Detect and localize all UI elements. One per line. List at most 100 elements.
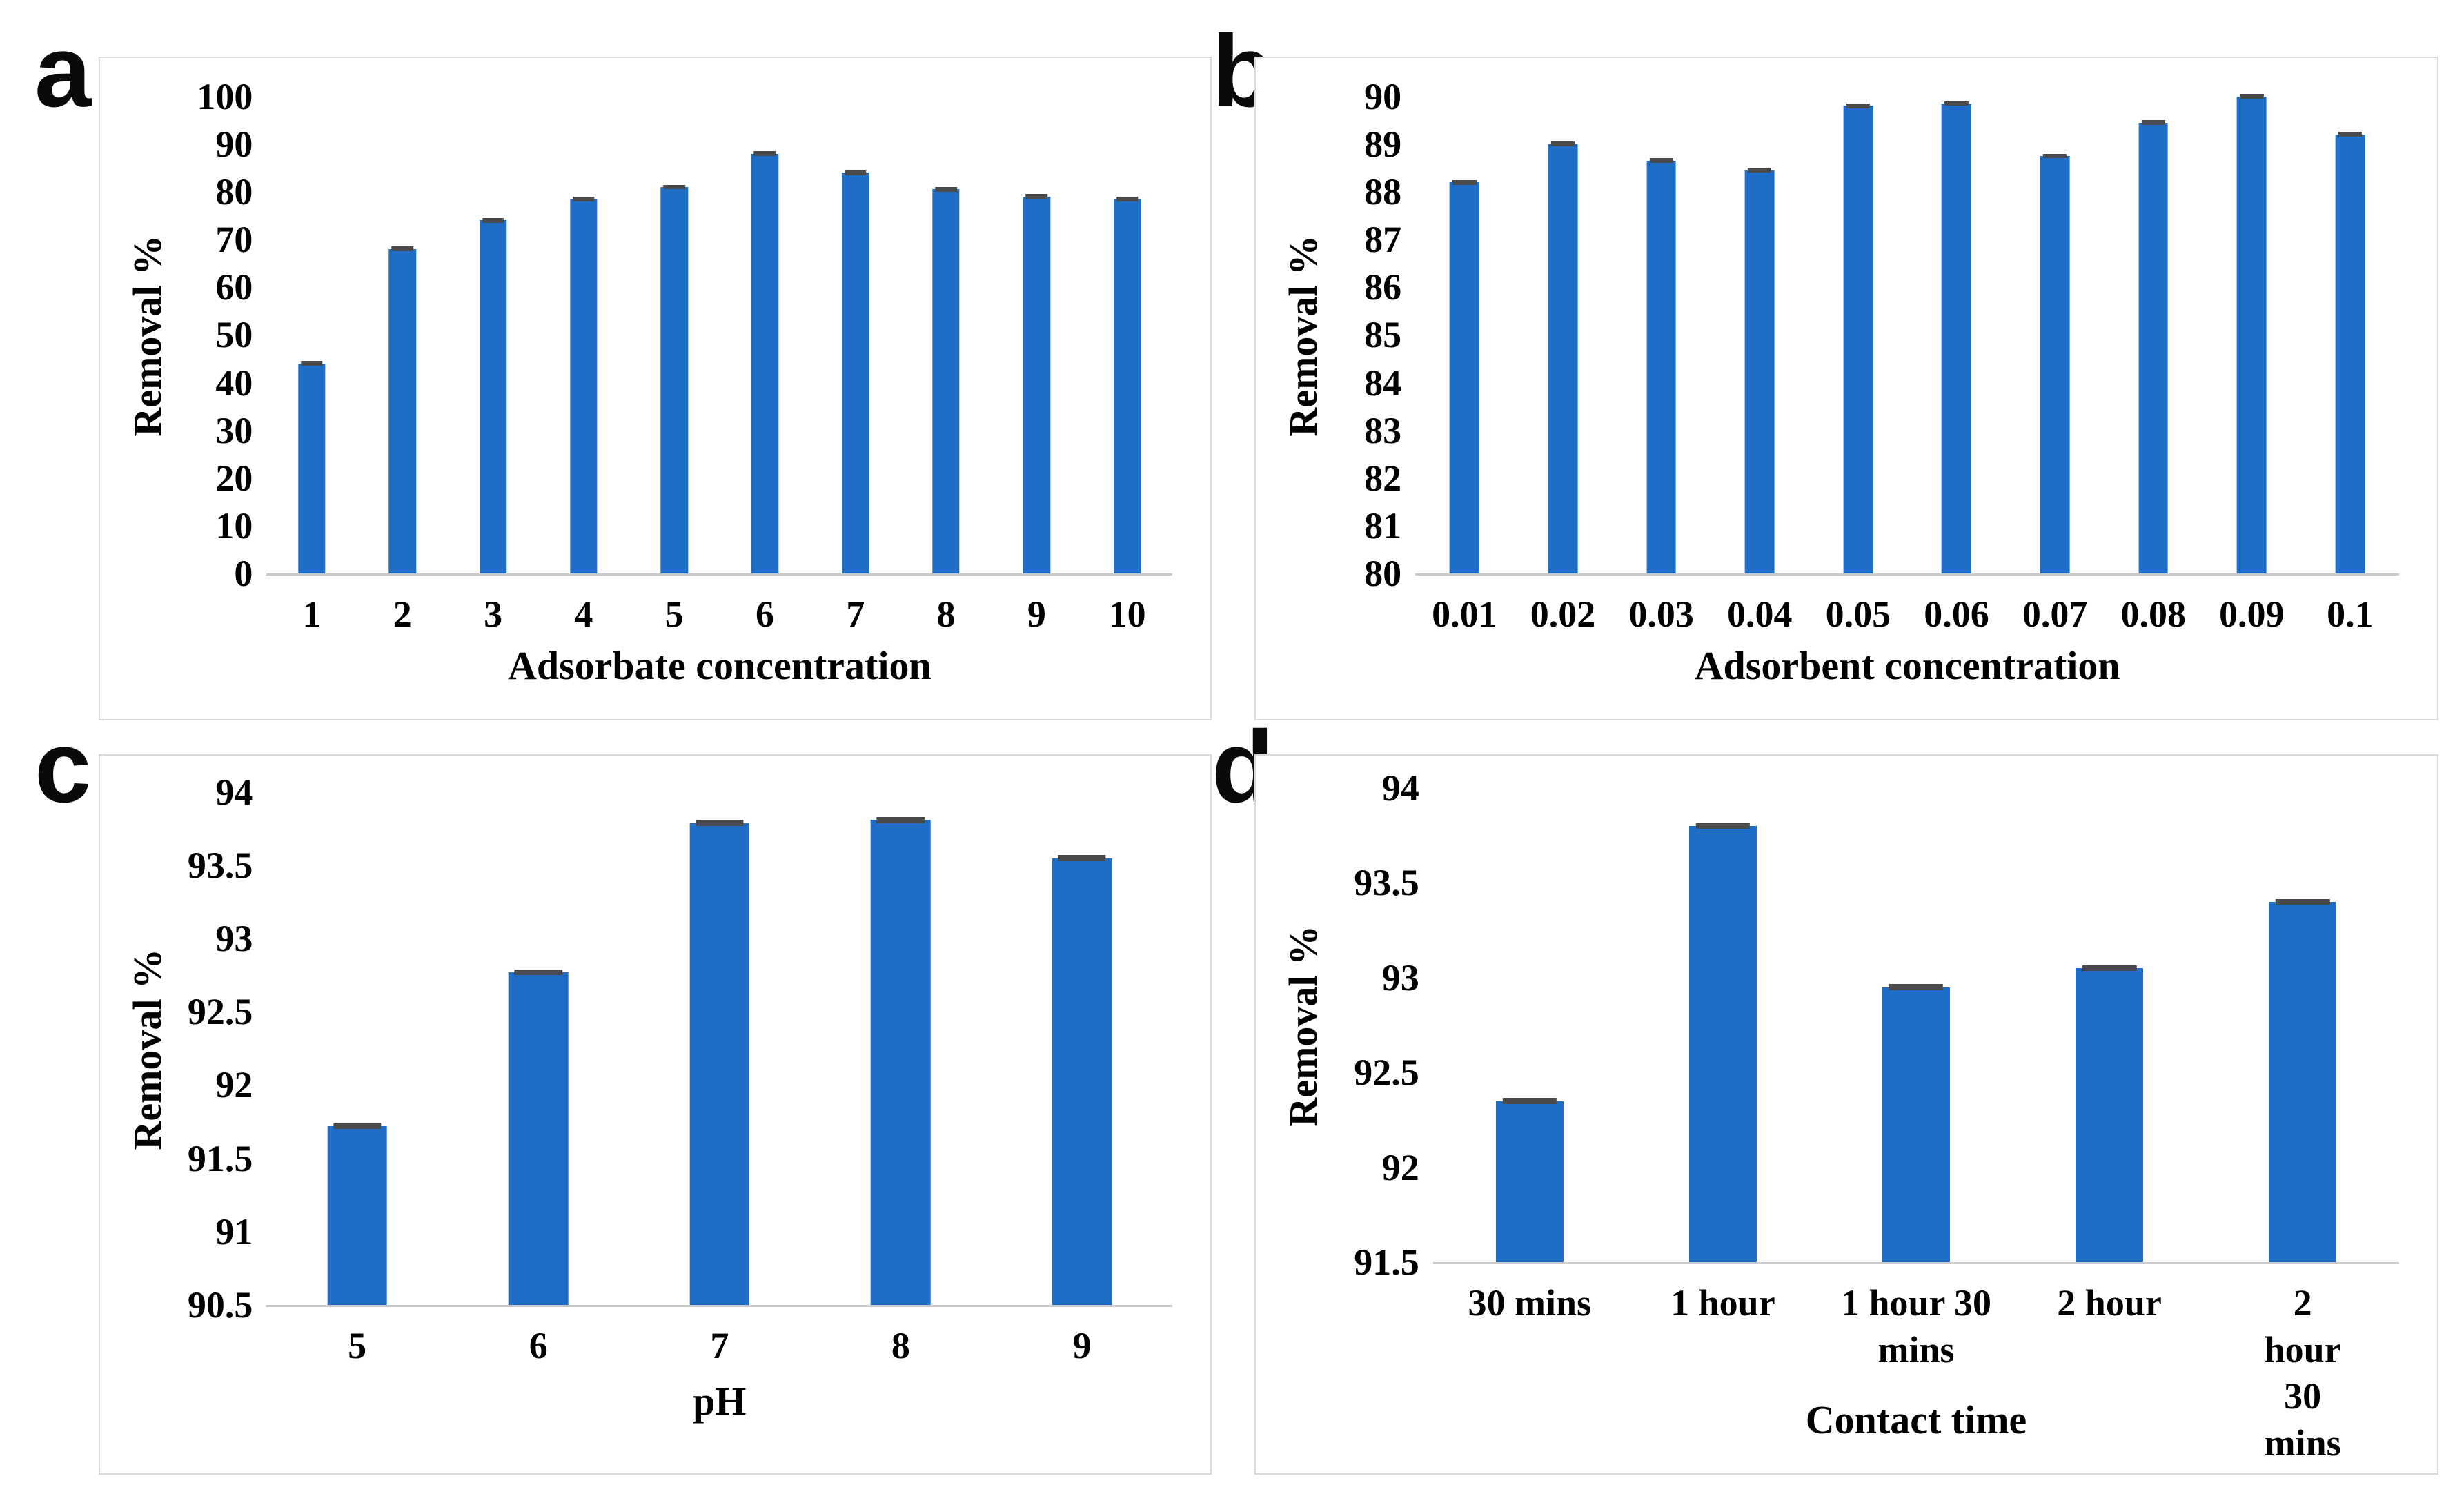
bar (871, 820, 931, 1305)
error-bar-cap (1550, 141, 1575, 147)
x-axis-title: Adsorbate concentration (507, 642, 932, 688)
x-axis-title: Adsorbent concentration (1694, 642, 2120, 688)
bar (327, 1125, 387, 1305)
y-tick-label: 90 (1364, 75, 1402, 117)
x-tick-label: 9 (1027, 593, 1046, 636)
y-axis-title: Removal % (124, 235, 170, 437)
error-bar-cap (482, 217, 504, 223)
x-tick-label: 3 (484, 593, 503, 636)
error-bar-cap (1748, 168, 1772, 173)
bar (1744, 170, 1775, 574)
y-tick-label: 100 (197, 75, 253, 117)
x-tick-label: 0.05 (1825, 593, 1891, 636)
y-tick-label: 20 (215, 457, 253, 499)
y-tick-label: 70 (215, 219, 253, 261)
x-tick-label: 2 hour (2057, 1282, 2162, 1324)
plot-area-d: 91.5 92 92.5 93 93.5 94 30 mins 1 hour 1 hour 30… (1354, 767, 2400, 1464)
error-bar-cap (1695, 823, 1751, 829)
error-bar-cap (333, 1123, 382, 1130)
y-tick-label: 0 (234, 553, 253, 595)
y-tick-label: 50 (215, 314, 253, 356)
plot-area-b: 80 81 82 83 84 85 86 87 88 89 90 0.01 0.02 0.03 0.04 0.… (1364, 76, 2400, 635)
x-tick-label: 0.08 (2120, 593, 2186, 636)
bar (2335, 134, 2365, 574)
y-tick-label: 40 (215, 362, 253, 404)
y-axis-title-wrap: Removal % (106, 97, 188, 576)
error-bar-cap (876, 817, 925, 823)
plot-area-c: 90.5 91 91.5 92 92.5 93 93.5 94 5 6 7 8 9 (188, 771, 1173, 1366)
error-bar-cap (573, 196, 595, 201)
bar (2076, 968, 2144, 1263)
x-tick-label: 5 (664, 593, 684, 636)
x-tick-label: 6 (529, 1324, 548, 1366)
bar (1942, 103, 1971, 574)
y-tick-label: 82 (1364, 457, 1402, 499)
y-axis-title: Removal % (1281, 925, 1326, 1127)
bar (1843, 106, 1873, 574)
error-bar-cap (1889, 984, 1944, 990)
x-tick-label: 8 (891, 1324, 910, 1366)
error-bar-cap (1649, 158, 1673, 164)
y-tick-label: 81 (1364, 504, 1402, 547)
y-tick-label: 90.5 (187, 1284, 253, 1326)
error-bar-cap (1944, 101, 1969, 106)
bar (570, 199, 598, 574)
y-tick-label: 92.5 (187, 991, 253, 1033)
y-tick-label: 30 (215, 409, 253, 451)
x-tick-label: 1 hour 30 mins (1840, 1282, 1992, 1370)
bar (1548, 144, 1578, 574)
y-tick-label: 91 (215, 1210, 253, 1252)
x-tick-label: 0.03 (1628, 593, 1694, 636)
error-bar-cap (2275, 898, 2330, 905)
y-tick-label: 80 (1364, 553, 1402, 595)
x-tick-label: 7 (710, 1324, 729, 1366)
error-bar-cap (391, 246, 414, 252)
error-bar-cap (696, 820, 744, 826)
x-tick-label: 1 hour (1670, 1282, 1775, 1324)
bar (2236, 96, 2267, 574)
y-tick-label: 85 (1364, 314, 1402, 356)
y-tick-label: 87 (1364, 219, 1402, 261)
y-tick-label: 88 (1364, 170, 1402, 213)
x-tick-label: 1 (302, 593, 322, 636)
error-bar-cap (2240, 94, 2264, 99)
y-axis-title-wrap: Removal % (1262, 97, 1345, 576)
x-tick-label: 9 (1072, 1324, 1092, 1366)
y-tick-label: 93 (215, 918, 253, 960)
bar (298, 363, 326, 574)
error-bar-cap (2338, 132, 2363, 137)
y-tick-label: 93 (1381, 956, 1419, 999)
y-tick-label: 94 (1381, 767, 1419, 809)
y-axis-title: Removal % (1281, 235, 1326, 437)
y-tick-label: 83 (1364, 409, 1402, 451)
x-tick-label: 0.02 (1530, 593, 1596, 636)
error-bar-cap (663, 184, 685, 190)
bar (1052, 858, 1112, 1305)
x-axis-title: Contact time (1805, 1397, 2027, 1443)
y-tick-label: 60 (215, 266, 253, 308)
bar (1646, 160, 1677, 574)
error-bar-cap (1116, 196, 1139, 201)
bar (1882, 987, 1951, 1263)
y-tick-label: 92 (1381, 1146, 1419, 1188)
y-tick-label: 94 (215, 771, 253, 814)
y-tick-label: 86 (1364, 266, 1402, 308)
chart-panel-a: Removal % 0 10 20 30 40 50 60 70 80 90 100 1 2 3 4 5 6 7 8… (99, 57, 1212, 720)
bar (1495, 1101, 1564, 1263)
error-bar-cap (753, 151, 776, 157)
bar (1688, 825, 1757, 1263)
bar (508, 972, 569, 1305)
x-tick-label: 0.1 (2327, 593, 2374, 636)
error-bar-cap (1452, 179, 1477, 185)
y-tick-label: 84 (1364, 362, 1402, 404)
x-tick-label: 0.09 (2219, 593, 2285, 636)
error-bar-cap (514, 969, 562, 976)
bar (689, 823, 750, 1305)
error-bar-cap (845, 170, 867, 175)
x-tick-label: 8 (936, 593, 956, 636)
bar (842, 173, 869, 574)
x-axis-title: pH (693, 1379, 747, 1424)
chart-panel-c: Removal % 90.5 91 91.5 92 92.5 93 93.5 94 5 6 7 8 9 … (99, 754, 1212, 1475)
x-tick-label: 0.04 (1726, 593, 1793, 636)
